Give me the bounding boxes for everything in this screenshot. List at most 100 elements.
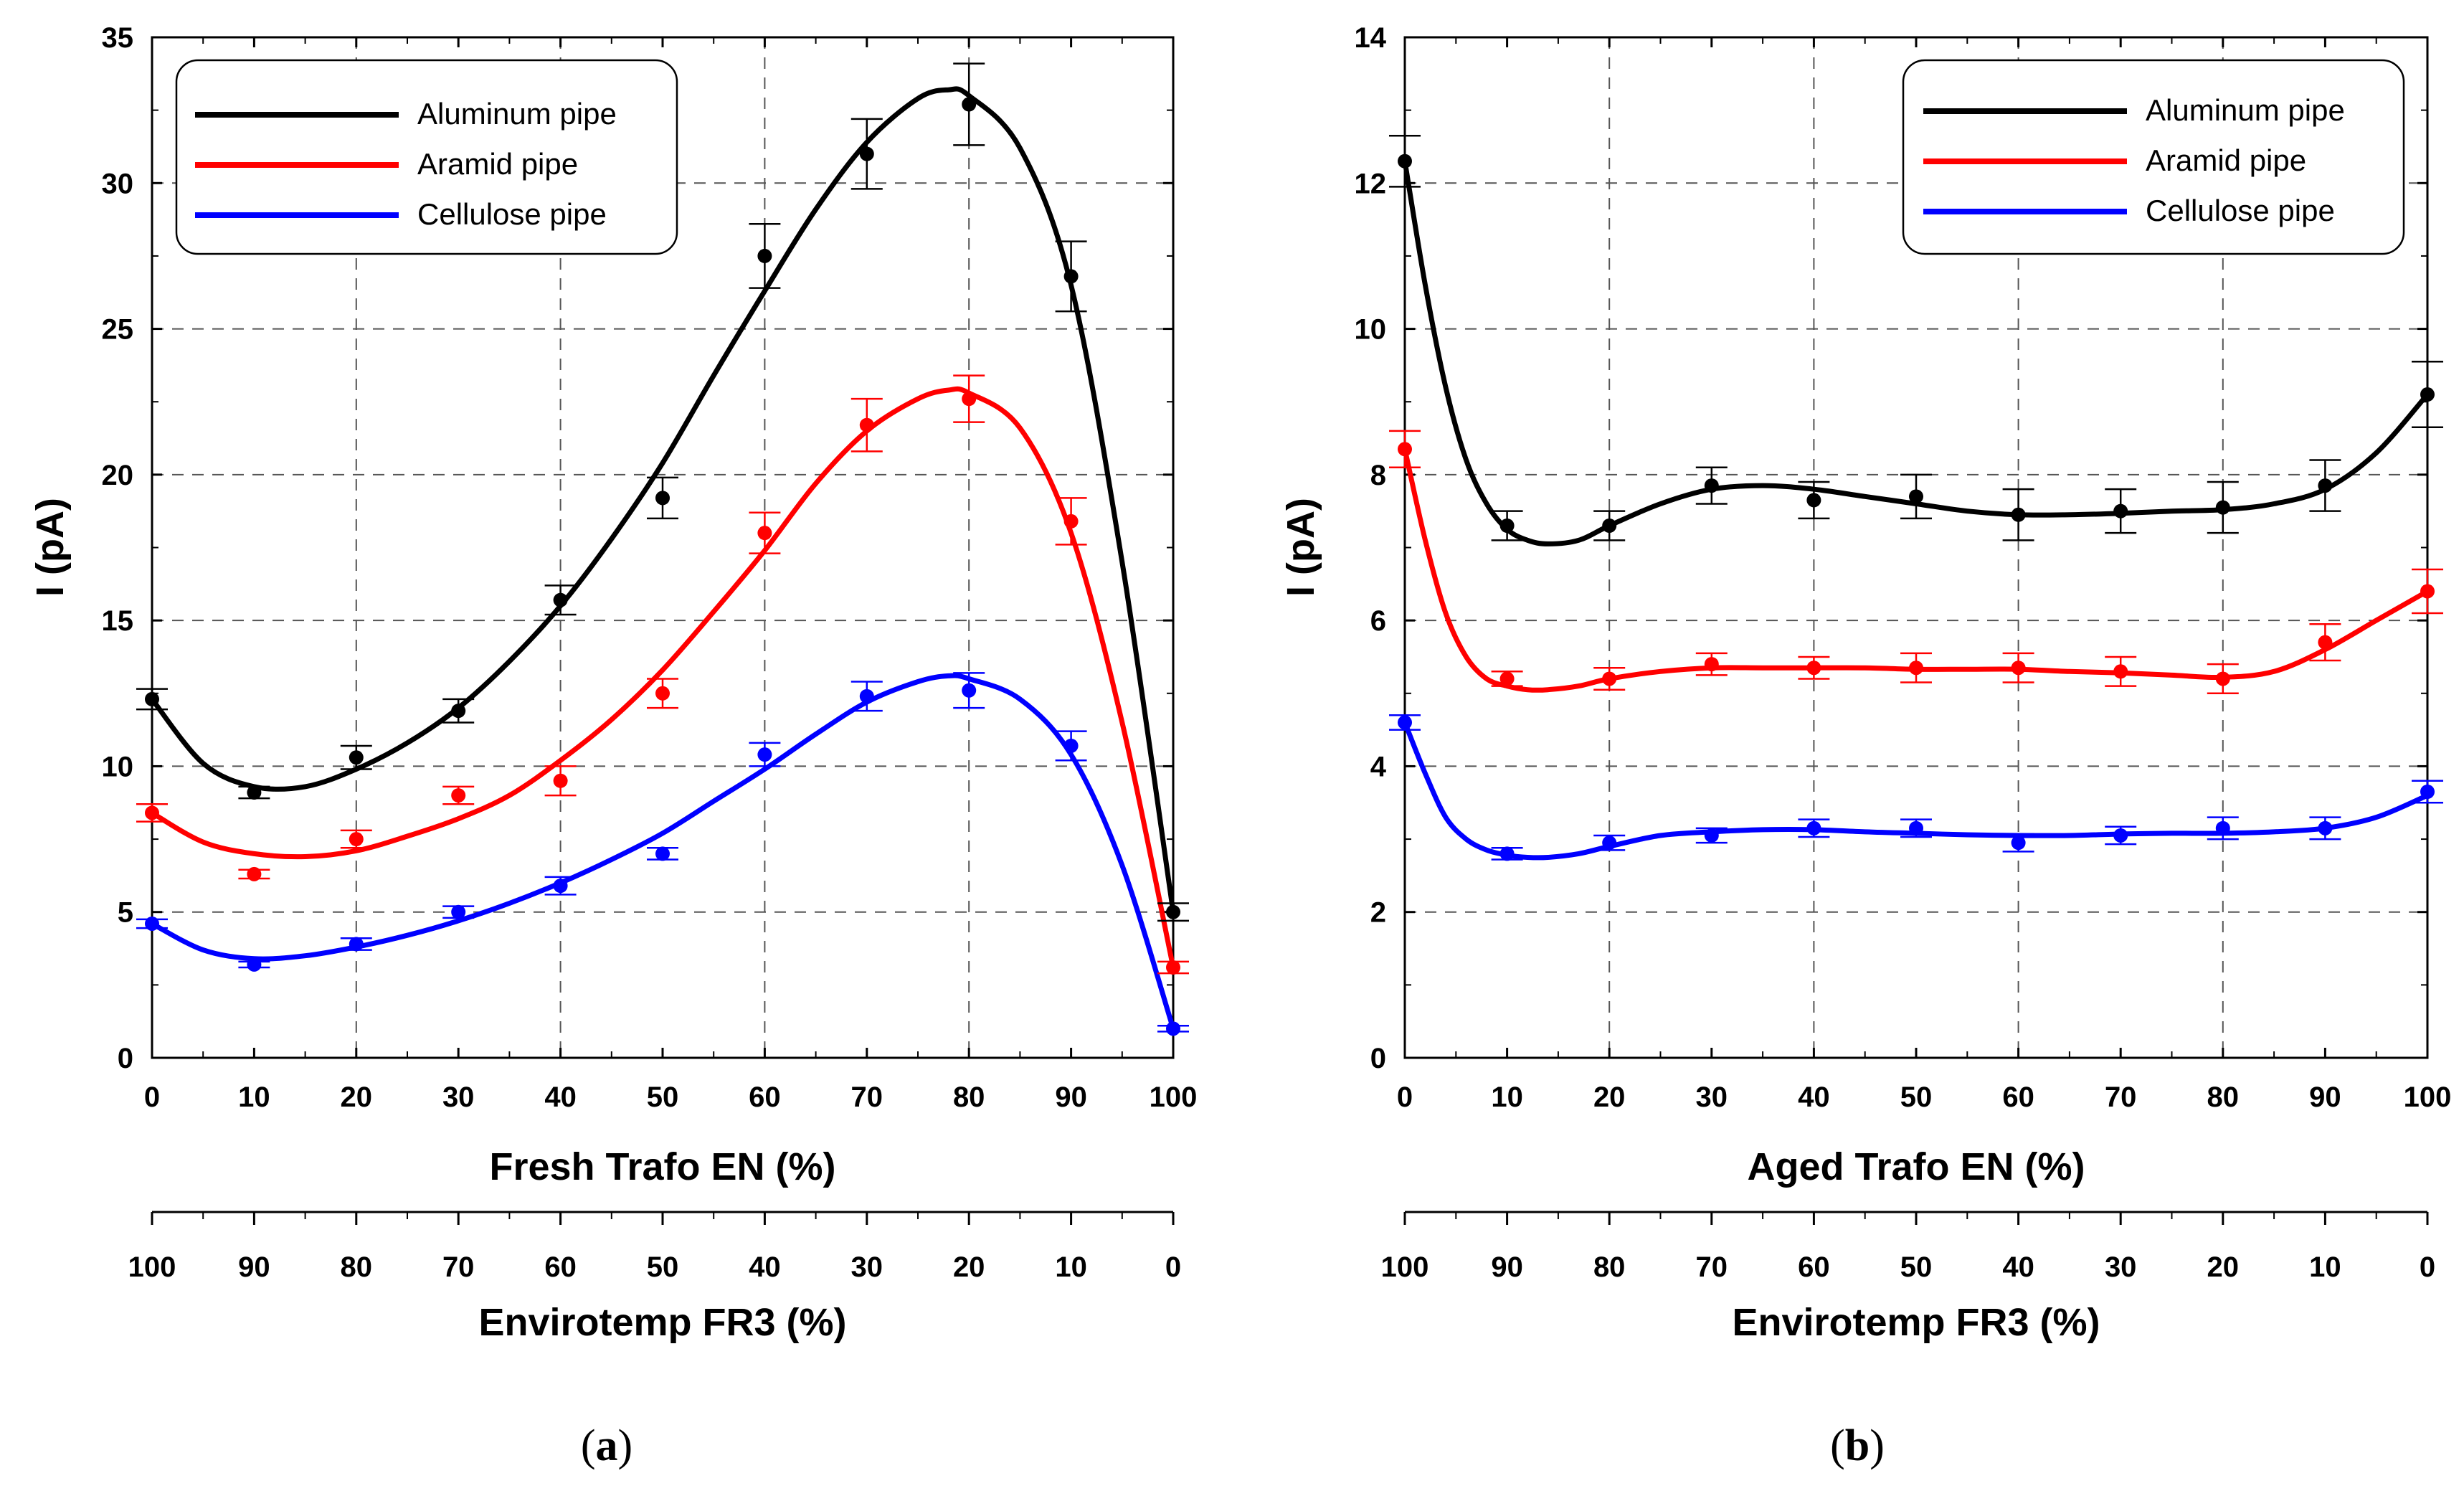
- data-point: [757, 526, 772, 541]
- x2-tick-label: 20: [2207, 1251, 2240, 1283]
- x-tick-label: 50: [647, 1081, 679, 1113]
- x2-axis-title-a: Envirotemp FR3 (%): [478, 1301, 846, 1344]
- x2-tick-label: 20: [953, 1251, 985, 1283]
- x-tick-label: 80: [953, 1081, 985, 1113]
- data-point: [1398, 715, 1412, 730]
- fit-curve-a-1: [149, 386, 1176, 970]
- x2-tick-label: 0: [1165, 1251, 1181, 1283]
- x-tick-label: 100: [2404, 1081, 2452, 1113]
- data-point: [1806, 820, 1821, 835]
- x2-tick-label: 60: [544, 1251, 577, 1283]
- legend-box-a: [175, 59, 678, 255]
- x-tick-label: 30: [1696, 1081, 1728, 1113]
- x2-tick-label: 70: [442, 1251, 475, 1283]
- x2-tick-label: 10: [1055, 1251, 1087, 1283]
- y-tick-label: 4: [1370, 751, 1387, 782]
- legend-label-b-2: Cellulose pipe: [2146, 194, 2335, 227]
- legend-label-b-1: Aramid pipe: [2146, 143, 2306, 177]
- data-points-b: [1398, 153, 2435, 861]
- x-tick-label: 50: [1900, 1081, 1933, 1113]
- y-tick-label: 10: [1355, 314, 1387, 346]
- data-point: [2011, 507, 2026, 522]
- data-point: [145, 916, 159, 931]
- caption-a-letter: a: [596, 1421, 618, 1470]
- data-point: [145, 691, 159, 706]
- x2-tick-label: 0: [2420, 1251, 2435, 1283]
- x-tick-label: 40: [544, 1081, 577, 1113]
- x2-tick-labels-b: 100 90 80 70 60 50 40 30 20 10 0: [1381, 1251, 2436, 1283]
- x-tick-label: 90: [2309, 1081, 2341, 1113]
- data-point: [553, 879, 568, 894]
- x-axis-title-b: Aged Trafo EN (%): [1747, 1145, 2085, 1188]
- y-tick-label: 8: [1370, 460, 1386, 491]
- x-tick-label: 60: [749, 1081, 781, 1113]
- x2-tick-label: 30: [2105, 1251, 2137, 1283]
- data-point: [859, 146, 874, 161]
- x2-tick-label: 70: [1696, 1251, 1728, 1283]
- data-point: [859, 688, 874, 704]
- data-point: [1704, 478, 1719, 493]
- y-tick-label: 30: [102, 168, 134, 199]
- data-point: [1166, 960, 1180, 975]
- data-point: [247, 866, 262, 881]
- data-point: [1602, 835, 1617, 851]
- data-point: [247, 957, 262, 972]
- data-point: [2011, 661, 2026, 676]
- x-tick-label: 20: [1593, 1081, 1626, 1113]
- x2-tick-label: 60: [1798, 1251, 1830, 1283]
- x-tick-label: 90: [1055, 1081, 1087, 1113]
- data-point: [349, 832, 364, 847]
- legend-label-b-0: Aluminum pipe: [2146, 93, 2345, 127]
- y-axis-title-b: I (pA): [1279, 498, 1322, 597]
- x-tick-label: 0: [144, 1081, 160, 1113]
- x2-tick-label: 90: [238, 1251, 270, 1283]
- y-tick-label: 12: [1355, 168, 1387, 199]
- data-point: [962, 683, 977, 698]
- data-point: [655, 491, 670, 506]
- y-tick-label: 10: [102, 751, 134, 782]
- data-point: [1499, 846, 1515, 861]
- data-point: [859, 417, 874, 432]
- data-point: [1166, 904, 1180, 919]
- x-tick-label: 0: [1397, 1081, 1413, 1113]
- data-point: [1602, 519, 1617, 534]
- x-tick-label: 40: [1798, 1081, 1830, 1113]
- y-tick-labels-b: 0 2 4 6 8 10 12 14: [1355, 22, 1387, 1074]
- minor-ticks-a: [151, 36, 1175, 1059]
- data-point: [655, 846, 670, 861]
- x-axis-title-a: Fresh Trafo EN (%): [489, 1145, 835, 1188]
- data-point: [1602, 671, 1617, 686]
- data-point: [2011, 835, 2026, 851]
- data-point: [2215, 671, 2230, 686]
- y-tick-label: 0: [1370, 1043, 1386, 1074]
- legend-b: Aluminum pipe Aramid pipe Cellulose pipe: [1902, 59, 2405, 255]
- caption-b-letter: b: [1845, 1421, 1870, 1470]
- data-point: [2113, 828, 2128, 843]
- secondary-x-axis-b: [1403, 1211, 2429, 1225]
- data-point: [1806, 661, 1821, 676]
- data-point: [1704, 828, 1719, 843]
- data-point: [2420, 387, 2435, 402]
- legend-a: Aluminum pipe Aramid pipe Cellulose pipe: [175, 59, 678, 255]
- legend-label-a-0: Aluminum pipe: [417, 97, 617, 131]
- data-point: [2215, 500, 2230, 515]
- x-tick-label: 30: [442, 1081, 475, 1113]
- data-point: [1704, 657, 1719, 672]
- x2-tick-label: 80: [341, 1251, 373, 1283]
- data-point: [1909, 661, 1923, 676]
- x-tick-label: 10: [238, 1081, 270, 1113]
- data-point: [2113, 503, 2128, 519]
- data-point: [1398, 153, 1412, 169]
- y-axis-title-a: I (pA): [29, 498, 72, 597]
- x2-tick-label: 90: [1491, 1251, 1523, 1283]
- data-point: [1499, 519, 1515, 534]
- data-point: [553, 592, 568, 607]
- caption-a-open: (: [581, 1421, 596, 1470]
- x2-axis-title-b: Envirotemp FR3 (%): [1732, 1301, 2100, 1344]
- data-point: [2420, 785, 2435, 800]
- x2-tick-label: 10: [2309, 1251, 2341, 1283]
- x2-tick-label: 100: [1381, 1251, 1429, 1283]
- data-point: [655, 686, 670, 701]
